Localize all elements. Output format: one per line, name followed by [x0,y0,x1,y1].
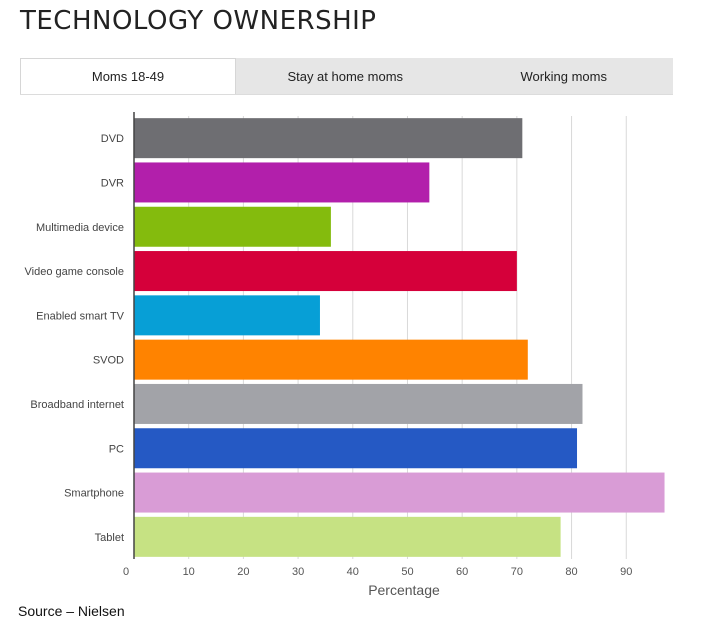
category-label: Enabled smart TV [36,310,125,322]
category-label: DVD [101,133,124,145]
tab-working-moms[interactable]: Working moms [520,68,607,84]
tab-bar: Moms 18-49 Stay at home moms Working mom… [20,58,673,95]
category-label: Tablet [95,532,124,544]
x-tick-label: 10 [183,566,195,578]
x-tick-label: 20 [237,566,249,578]
bar-chart: DVD DVR Multimedia device Video game consol… [25,112,665,598]
category-label: Smartphone [64,488,124,500]
category-label: SVOD [93,355,124,367]
category-label: Video game console [25,266,124,278]
bar-pc [134,428,578,469]
bar-svod [134,339,528,380]
bar-dvd [134,118,523,159]
x-tick-label: 80 [565,566,577,578]
page-title: TECHNOLOGY OWNERSHIP [20,6,377,36]
x-tick-label: 60 [456,566,468,578]
category-label: PC [109,443,124,455]
x-tick-label: 30 [292,566,304,578]
bar-video-game-console [134,251,517,292]
x-tick-label: 90 [620,566,632,578]
category-labels: DVD DVR Multimedia device Video game consol… [25,133,125,544]
x-axis-title: Percentage [368,582,440,598]
bar-broadband-internet [134,383,583,424]
tab-moms-18-49[interactable]: Moms 18-49 [20,58,236,94]
bars [134,118,665,557]
bar-enabled-smart-tv [134,295,320,336]
tab-stay-at-home-moms[interactable]: Stay at home moms [287,68,404,84]
bar-multimedia-device [134,206,331,247]
category-label: Multimedia device [36,222,124,234]
x-tick-label: 50 [401,566,413,578]
x-tick-label: 0 [123,566,129,578]
x-tick-label: 70 [511,566,523,578]
x-tick-label: 40 [347,566,359,578]
category-label: DVR [101,177,124,189]
bar-dvr [134,162,430,203]
category-label: Broadband internet [30,399,124,411]
bar-smartphone [134,472,665,513]
bar-tablet [134,516,561,557]
source-note: Source – Nielsen [18,603,125,619]
x-tick-labels: 0 10 20 30 40 50 60 70 80 90 [123,566,632,578]
